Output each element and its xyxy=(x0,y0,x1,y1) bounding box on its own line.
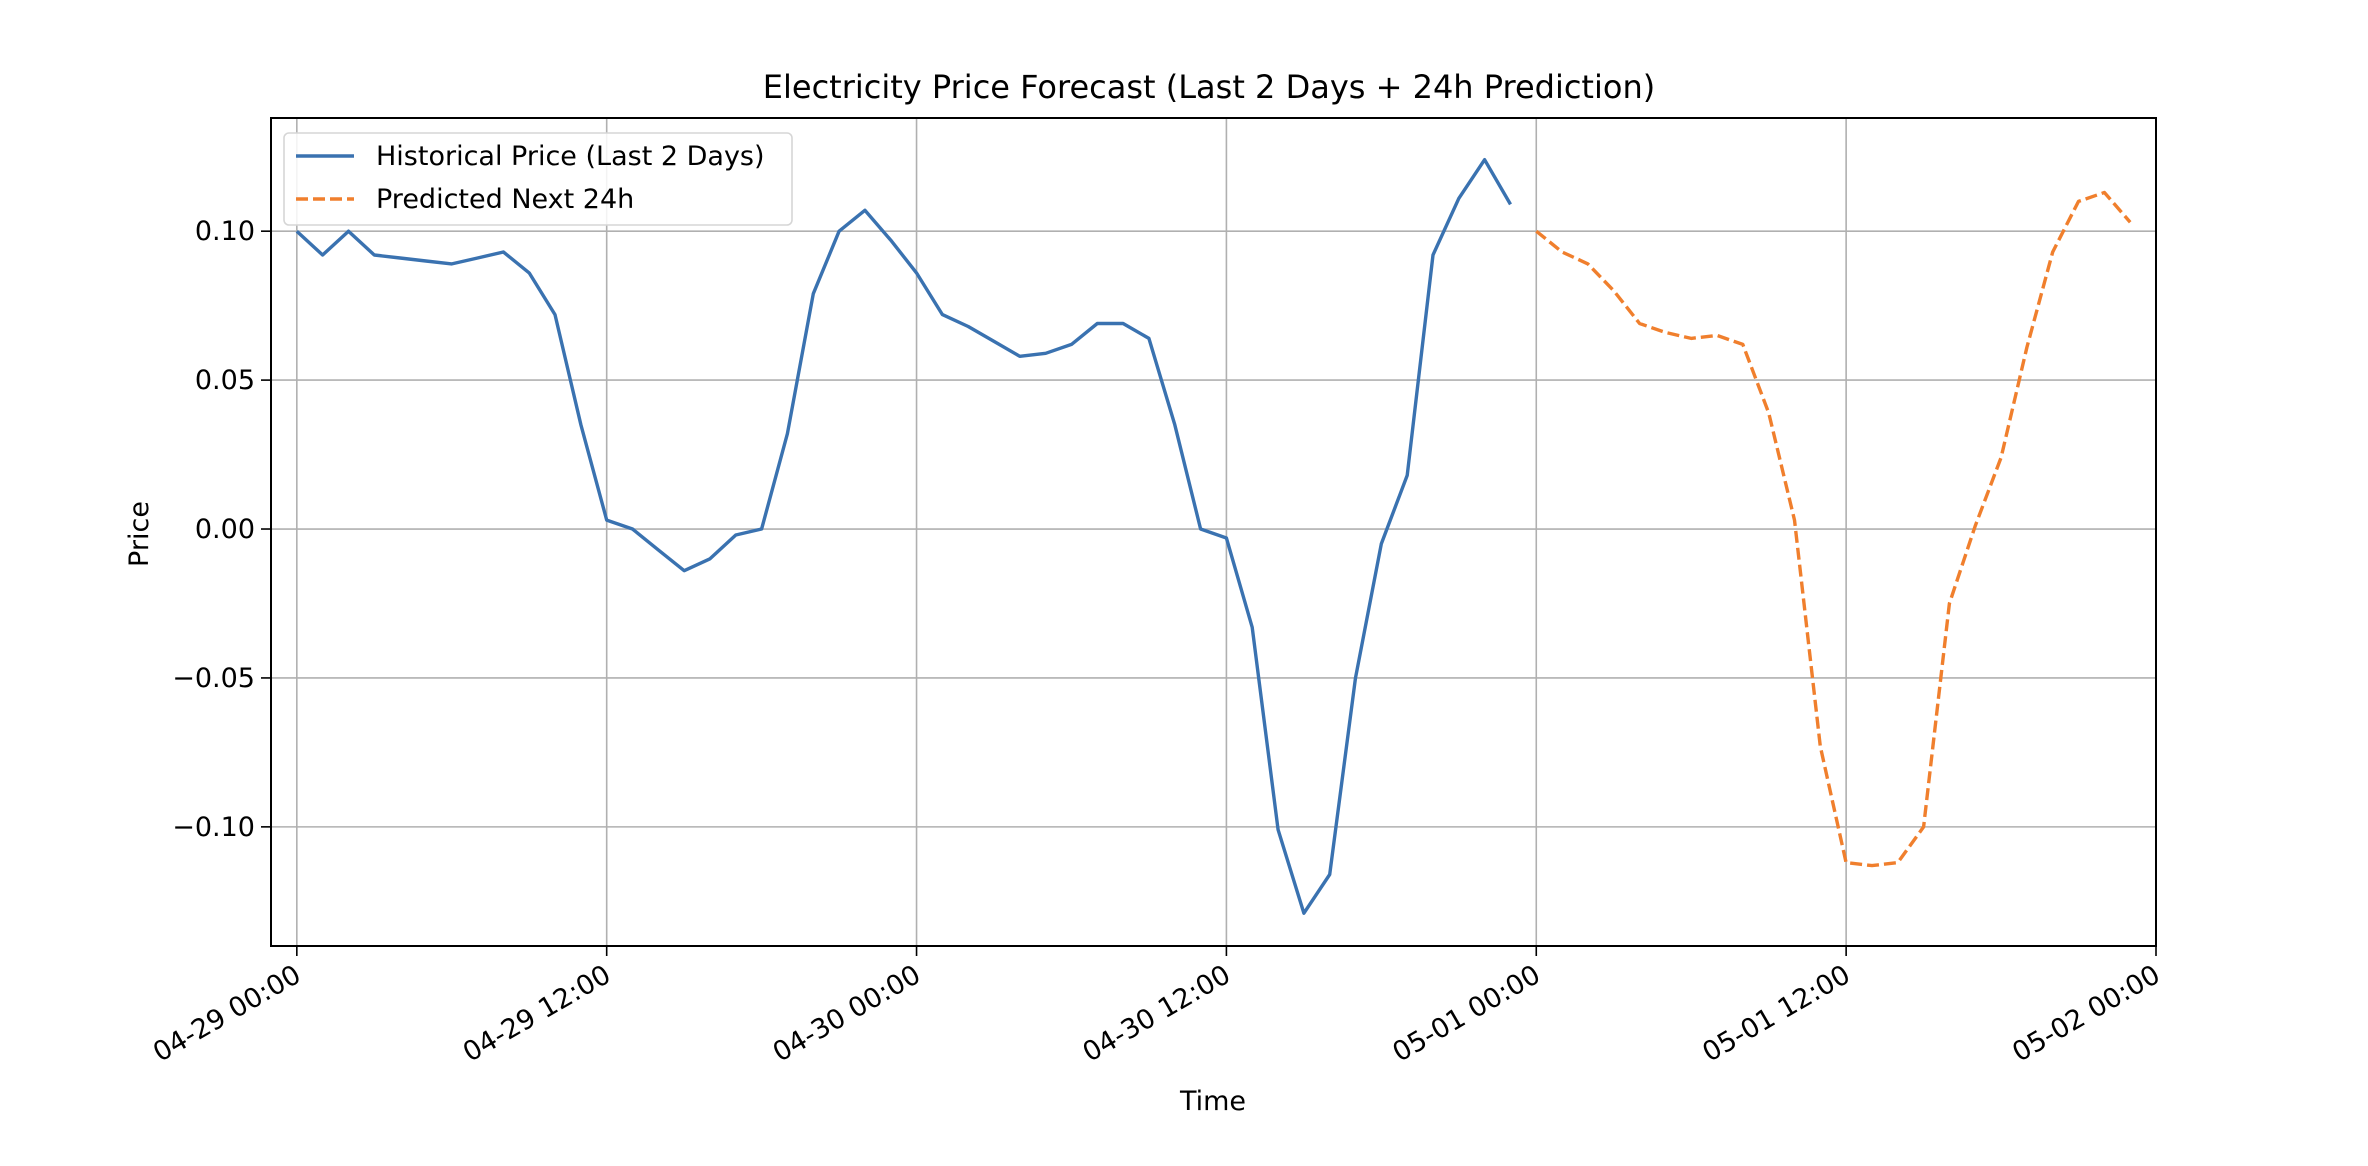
legend-label: Historical Price (Last 2 Days) xyxy=(376,141,765,172)
forecast-series-line xyxy=(1535,190,2132,868)
historical-series-line xyxy=(295,157,1512,915)
chart-title: Electricity Price Forecast (Last 2 Days … xyxy=(763,68,1655,106)
plot-frame xyxy=(270,117,2157,947)
y-axis-label: Price xyxy=(124,501,155,567)
y-tick-label: 0.00 xyxy=(195,514,255,545)
legend-label: Predicted Next 24h xyxy=(376,184,634,215)
data-series xyxy=(295,157,2132,915)
legend: Historical Price (Last 2 Days) Predicted … xyxy=(283,132,793,226)
y-tick-label: 0.05 xyxy=(195,365,255,396)
grid-lines xyxy=(271,118,2157,946)
y-tick-label: −0.05 xyxy=(172,663,255,694)
y-tick-label: 0.10 xyxy=(195,216,255,247)
legend-box xyxy=(283,132,793,226)
y-axis-ticks: −0.10 −0.05 0.00 0.05 0.10 xyxy=(172,216,271,843)
y-tick-label: −0.10 xyxy=(172,812,255,843)
x-axis-label: Time xyxy=(1179,1086,1246,1117)
